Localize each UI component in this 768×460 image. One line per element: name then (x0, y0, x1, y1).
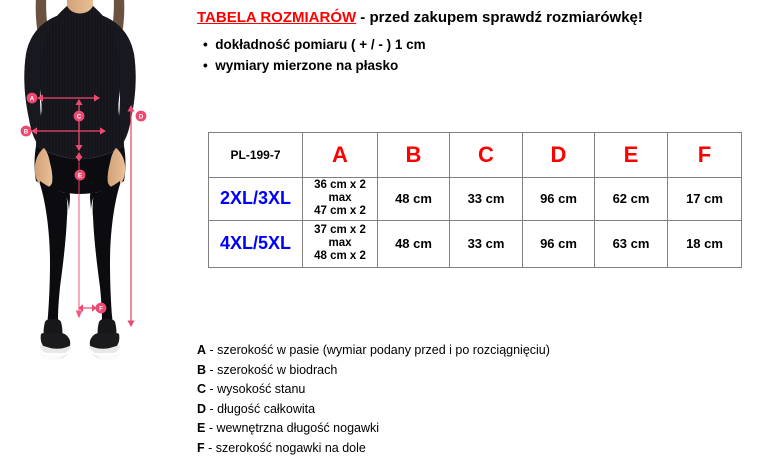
svg-text:B: B (24, 128, 29, 135)
svg-text:A: A (30, 95, 35, 102)
svg-text:C: C (77, 113, 82, 120)
svg-text:E: E (78, 172, 82, 179)
svg-text:F: F (99, 305, 103, 312)
svg-text:D: D (139, 113, 144, 120)
